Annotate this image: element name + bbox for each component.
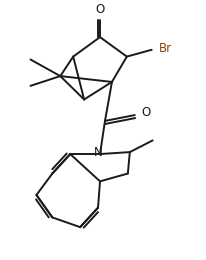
Text: N: N	[94, 146, 102, 159]
Text: O: O	[141, 106, 150, 119]
Text: Br: Br	[159, 42, 172, 55]
Text: O: O	[95, 3, 105, 16]
